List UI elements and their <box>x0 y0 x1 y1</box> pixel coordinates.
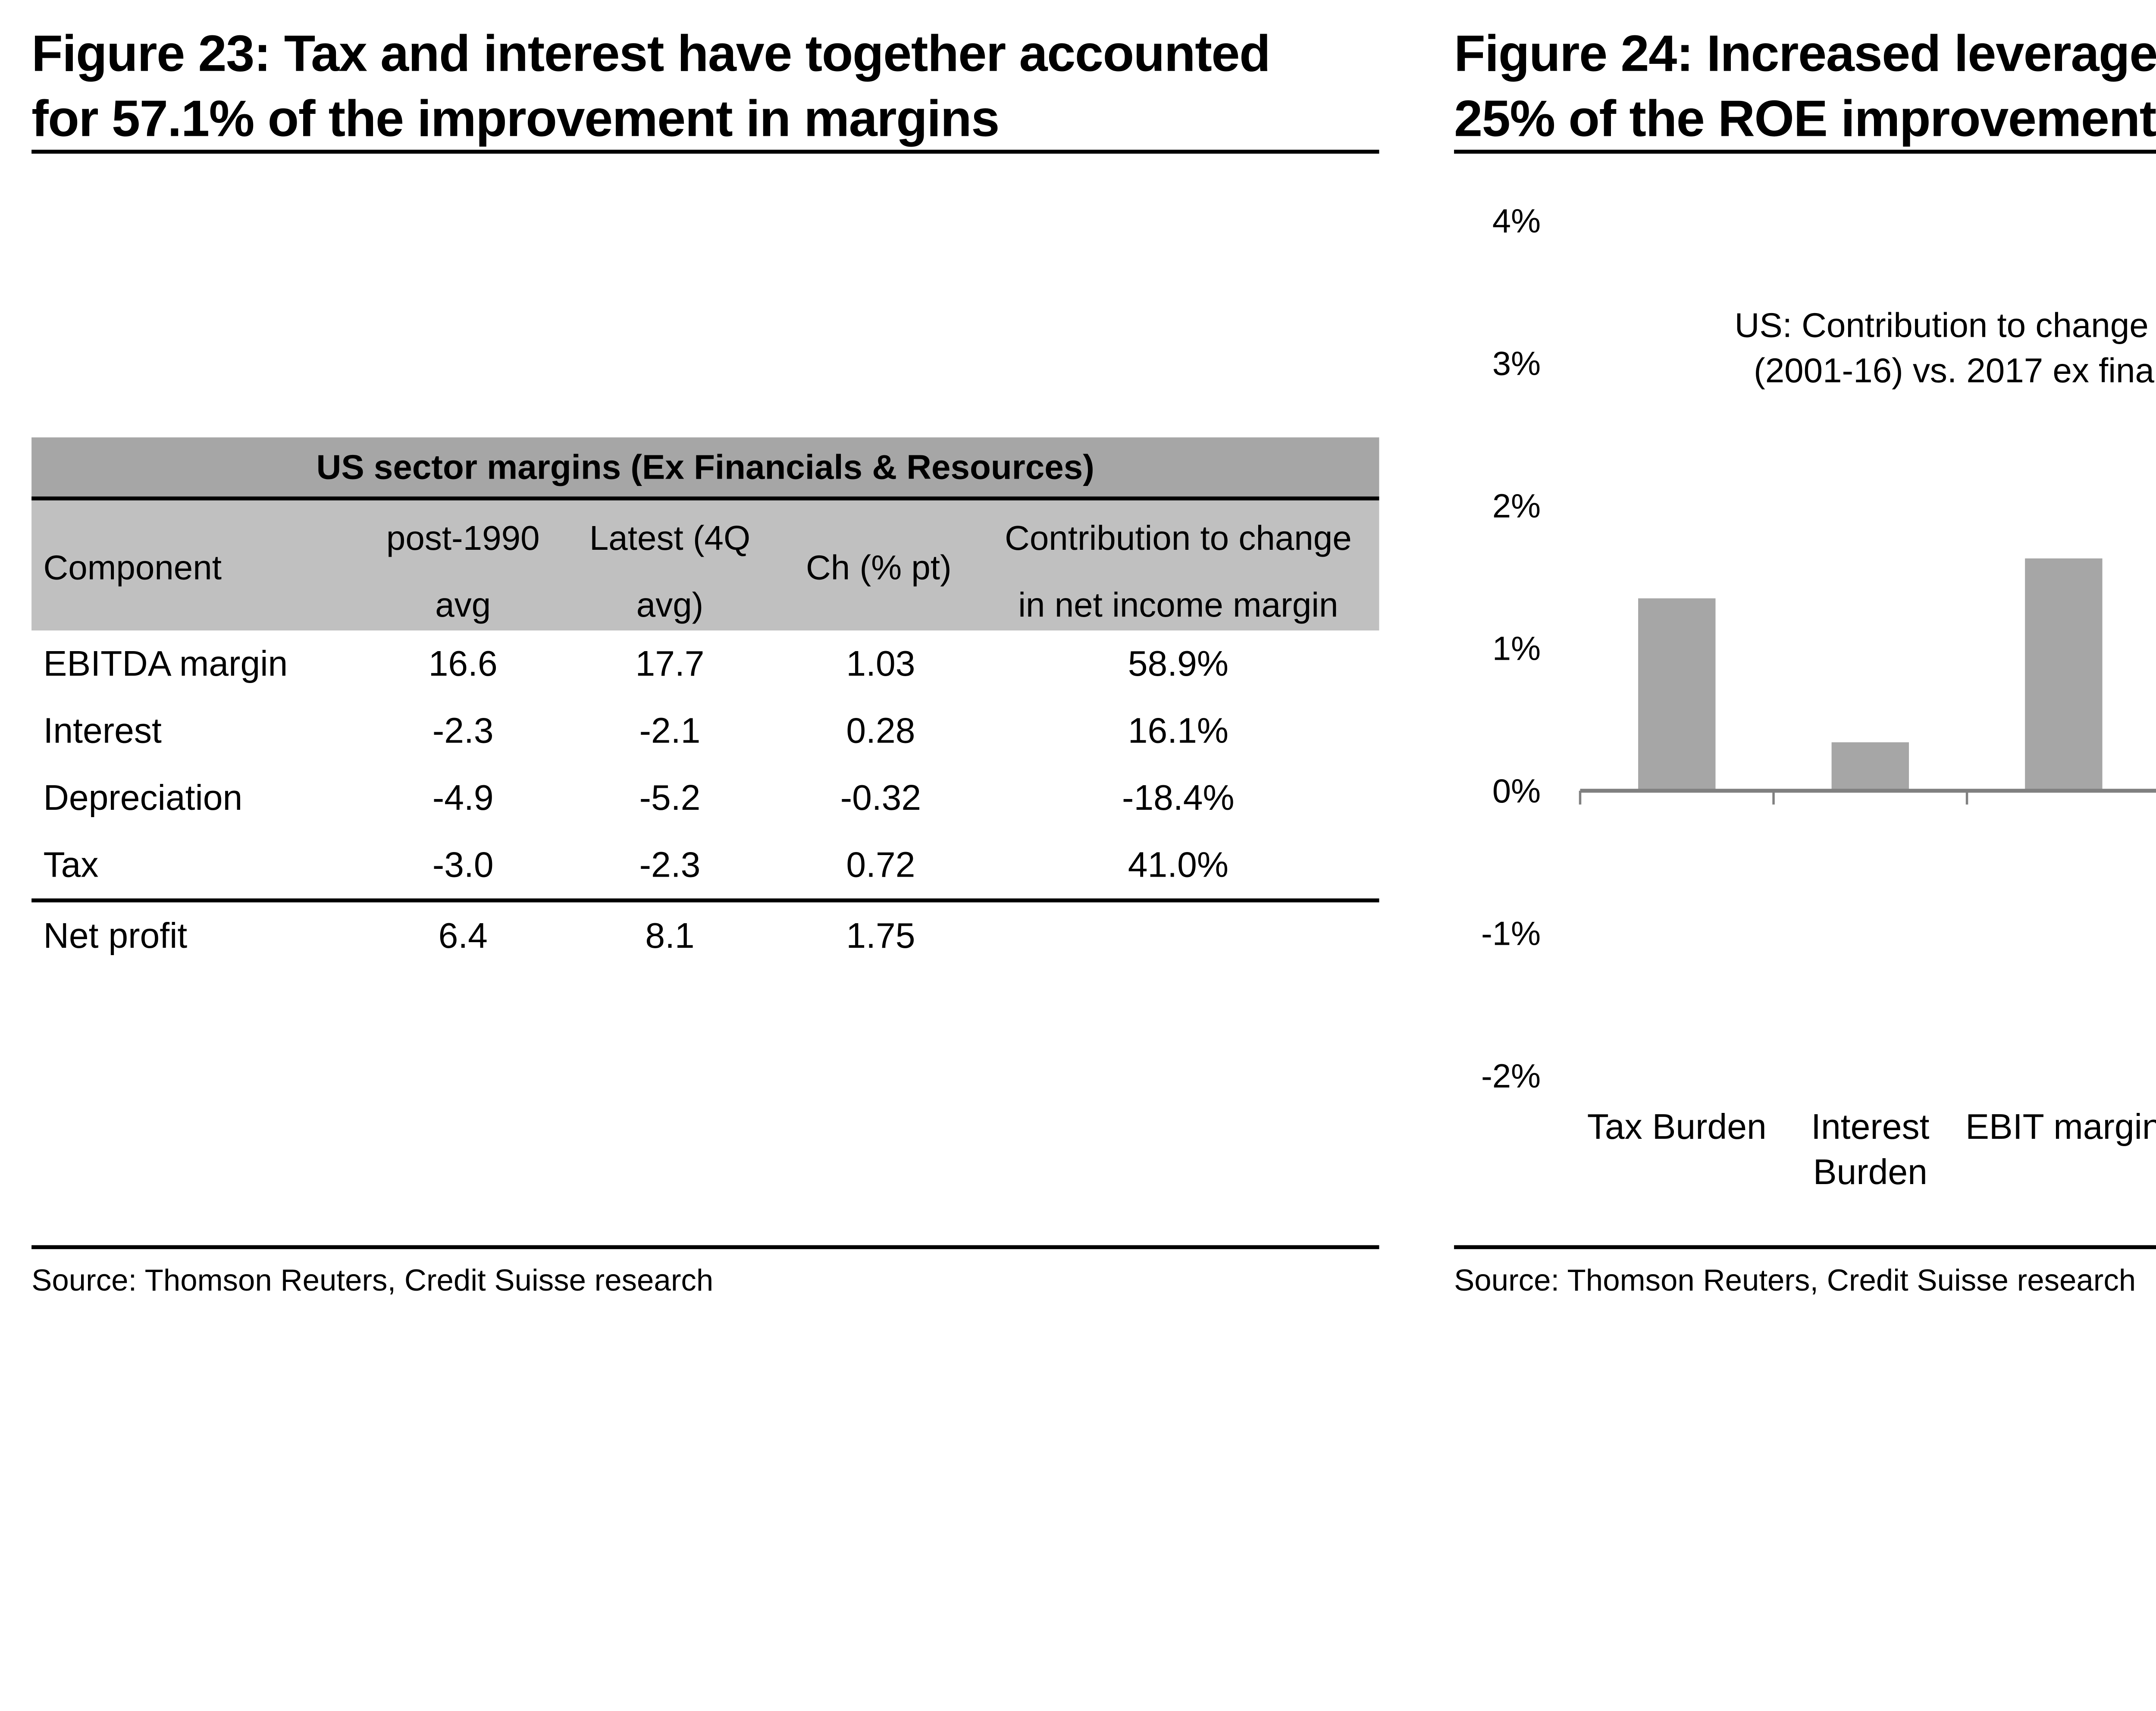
cell-component: Depreciation <box>43 778 243 818</box>
cell-change: 0.72 <box>846 845 915 885</box>
figure23-source: Source: Thomson Reuters, Credit Suisse r… <box>31 1265 714 1299</box>
table-row: Interest -2.3 -2.1 0.28 16.1% <box>31 697 1379 764</box>
x-tick-label: EBIT margin <box>1965 1107 2156 1147</box>
header-component: Component <box>43 548 222 587</box>
y-tick-label: 0% <box>1492 773 1541 810</box>
cell-post1990: -4.9 <box>432 778 494 818</box>
figure24-title: Figure 24: Increased leverage has accoun… <box>1454 22 2156 152</box>
cell-contribution: 58.9% <box>1128 644 1229 684</box>
figure23-bottom-rule <box>31 1245 1379 1249</box>
figure23-title-rule <box>31 150 1379 154</box>
cell-contribution: 41.0% <box>1128 845 1229 885</box>
cell-post1990: 16.6 <box>428 644 498 684</box>
cell-component: Net profit <box>43 916 188 956</box>
cell-change: 1.03 <box>846 644 915 684</box>
table-row: Tax -3.0 -2.3 0.72 41.0% <box>31 831 1379 898</box>
roe-contribution-chart: 4% 3% 2% 1% 0% -1% -2% Tax Burden Interest Burde… <box>1458 187 2156 1212</box>
header-contribution-line2: in net income margin <box>1018 585 1338 625</box>
y-tick-label: -1% <box>1481 915 1541 953</box>
figure24-bottom-rule <box>1454 1245 2156 1249</box>
header-latest-line2: avg) <box>636 585 704 625</box>
cell-contribution: -18.4% <box>1122 778 1235 818</box>
header-contribution-line1: Contribution to change <box>1005 518 1352 558</box>
x-tick-label: Interest <box>1811 1107 1929 1147</box>
figure24-title-rule <box>1454 150 2156 154</box>
bar-interest-burden <box>1831 742 1909 791</box>
x-tick-label: Burden <box>1813 1153 1927 1192</box>
cell-change: -0.32 <box>840 778 921 818</box>
cell-post1990: 6.4 <box>438 916 488 956</box>
x-tick-label: Tax Burden <box>1587 1107 1767 1147</box>
chart-svg: 4% 3% 2% 1% 0% -1% -2% Tax Burden Interest Burde… <box>1481 203 2156 1192</box>
cell-latest: 17.7 <box>635 644 705 684</box>
cell-latest: -2.1 <box>639 711 701 751</box>
header-post1990-line2: avg <box>435 585 491 625</box>
figure23-title-line1: Figure 23: Tax and interest have togethe… <box>31 23 1271 83</box>
figure23-title: Figure 23: Tax and interest have togethe… <box>31 22 1271 152</box>
cell-change: 0.28 <box>846 711 915 751</box>
y-tick-label: 4% <box>1492 203 1541 240</box>
bar-ebit-margin <box>2025 558 2103 791</box>
cell-latest: -2.3 <box>639 845 701 885</box>
header-post1990-line1: post-1990 <box>386 518 540 558</box>
y-axis-labels: 4% 3% 2% 1% 0% -1% -2% <box>1481 203 1541 1095</box>
cell-contribution: 16.1% <box>1128 711 1229 751</box>
x-axis <box>1579 789 2156 805</box>
cell-component: EBITDA margin <box>43 644 288 684</box>
bar-tax-burden <box>1638 598 1716 791</box>
y-tick-label: 3% <box>1492 345 1541 382</box>
cell-post1990: -2.3 <box>432 711 494 751</box>
cell-latest: -5.2 <box>639 778 701 818</box>
margins-table: US sector margins (Ex Financials & Resou… <box>31 437 1379 965</box>
cell-post1990: -3.0 <box>432 845 494 885</box>
cell-latest: 8.1 <box>645 916 695 956</box>
table-row: Depreciation -4.9 -5.2 -0.32 -18.4% <box>31 765 1379 831</box>
y-tick-label: 1% <box>1492 630 1541 667</box>
cell-component: Interest <box>43 711 162 751</box>
figure24-source: Source: Thomson Reuters, Credit Suisse r… <box>1454 1265 2136 1299</box>
header-change: Ch (% pt) <box>806 548 952 587</box>
y-tick-label: 2% <box>1492 488 1541 525</box>
header-latest-line1: Latest (4Q <box>589 518 751 558</box>
bars <box>1638 558 2103 791</box>
chart-annotation-line1: US: Contribution to change in ROE - 15y … <box>1735 306 2156 344</box>
table-total-row: Net profit 6.4 8.1 1.75 <box>31 898 1379 965</box>
cell-component: Tax <box>43 845 99 885</box>
y-tick-label: -2% <box>1481 1058 1541 1095</box>
cell-change: 1.75 <box>846 916 915 956</box>
table-title: US sector margins (Ex Financials & Resou… <box>31 437 1379 501</box>
figure24-title-line2: 25% of the ROE improvement <box>1454 88 2156 148</box>
table-header: Component post-1990 avg Latest (4Q avg) … <box>31 500 1379 631</box>
figure23-title-line2: for 57.1% of the improvement in margins <box>31 88 1000 148</box>
figure24-title-line1: Figure 24: Increased leverage has accoun… <box>1454 23 2156 83</box>
chart-annotation-line2: (2001-16) vs. 2017 ex financials and res… <box>1754 351 2156 389</box>
table-row: EBITDA margin 16.6 17.7 1.03 58.9% <box>31 630 1379 697</box>
